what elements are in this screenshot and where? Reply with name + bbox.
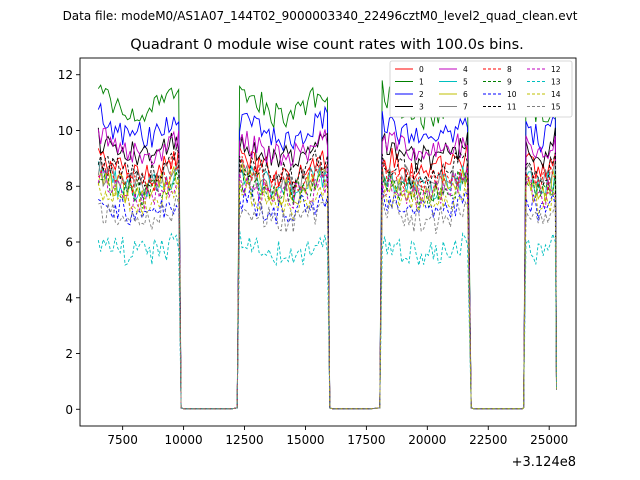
x-tick-label: 20000 [408,433,446,447]
y-tick-label: 10 [58,124,73,138]
legend-label-12: 12 [551,65,561,74]
suptitle: Data file: modeM0/AS1A07_144T02_90000033… [63,9,578,23]
x-tick-label: 7500 [107,433,138,447]
legend-label-0: 0 [419,65,424,74]
x-tick-label: 25000 [530,433,568,447]
y-tick-label: 8 [65,180,73,194]
series-line-3 [97,127,557,410]
x-tick-label: 15000 [286,433,324,447]
x-tick-label: 12500 [225,433,263,447]
y-tick-label: 12 [58,68,73,82]
x-offset-label: +3.124e8 [512,455,576,470]
y-tick-label: 4 [65,291,73,305]
x-tick-label: 10000 [164,433,202,447]
chart-title: Quadrant 0 module wise count rates with … [130,37,524,53]
x-tick-label: 22500 [469,433,507,447]
legend-label-9: 9 [507,78,512,87]
series-layer [97,80,557,410]
series-line-11 [97,146,557,410]
y-tick-label: 6 [65,236,73,250]
series-line-14 [97,179,557,410]
legend-label-7: 7 [463,103,468,112]
legend-label-2: 2 [419,90,424,99]
series-line-13 [97,230,557,410]
legend-label-1: 1 [419,78,424,87]
legend-label-15: 15 [551,103,561,112]
legend-label-13: 13 [551,78,561,87]
series-line-10 [98,187,557,410]
y-axis: 0 2 4 6 8 10 12 [58,68,80,417]
x-tick-label: 17500 [347,433,385,447]
legend-label-8: 8 [507,65,512,74]
legend-box [389,60,573,118]
legend-label-5: 5 [463,78,468,87]
x-axis: 7500 10000 12500 15000 17500 20000 22500 25000 [107,426,568,447]
series-line-12 [97,167,557,410]
legend-label-6: 6 [463,90,468,99]
legend-label-14: 14 [551,90,561,99]
legend-label-4: 4 [463,65,468,74]
series-line-2 [97,102,557,410]
series-line-15 [98,195,557,410]
series-line-4 [97,127,557,410]
series-line-9 [97,168,557,410]
y-tick-label: 2 [65,347,73,361]
y-tick-label: 0 [65,403,73,417]
legend-label-3: 3 [419,103,424,112]
legend-label-11: 11 [507,103,517,112]
legend-label-10: 10 [507,90,517,99]
